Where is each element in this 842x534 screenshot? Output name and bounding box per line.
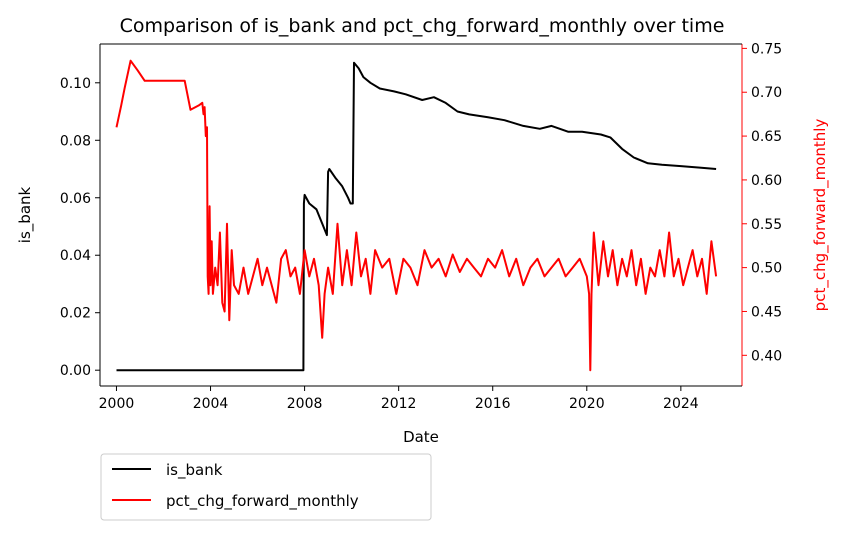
y-axis-right-label: pct_chg_forward_monthly xyxy=(811,119,830,312)
x-axis-label: Date xyxy=(403,428,439,446)
y-right-tick-label: 0.45 xyxy=(751,304,782,320)
y-axis-left: 0.00 0.02 0.04 0.06 0.08 0.10 xyxy=(60,76,100,379)
legend-label-pct-chg: pct_chg_forward_monthly xyxy=(166,492,359,511)
series-layer xyxy=(115,59,718,372)
x-tick-label: 2016 xyxy=(475,396,511,412)
x-tick-label: 2000 xyxy=(99,396,135,412)
legend-label-is-bank: is_bank xyxy=(166,461,223,480)
plot-area xyxy=(99,43,743,387)
x-tick-label: 2020 xyxy=(569,396,605,412)
y-left-tick-label: 0.00 xyxy=(60,363,91,379)
y-left-tick-label: 0.02 xyxy=(60,306,91,322)
series-line-is-bank xyxy=(116,61,717,372)
y-right-tick-label: 0.60 xyxy=(751,173,782,189)
x-tick-label: 2008 xyxy=(287,396,323,412)
y-left-tick-label: 0.10 xyxy=(60,76,91,92)
x-tick-label: 2012 xyxy=(381,396,417,412)
y-left-tick-label: 0.04 xyxy=(60,248,91,264)
y-right-tick-label: 0.40 xyxy=(751,348,782,364)
y-right-tick-label: 0.50 xyxy=(751,261,782,277)
series-line-pct-chg-forward-monthly xyxy=(115,59,718,372)
legend: is_bank pct_chg_forward_monthly xyxy=(100,453,432,521)
chart-title: Comparison of is_bank and pct_chg_forwar… xyxy=(120,15,725,37)
y-left-tick-label: 0.06 xyxy=(60,191,91,207)
y-right-tick-label: 0.70 xyxy=(751,85,782,101)
y-left-tick-label: 0.08 xyxy=(60,133,91,149)
y-axis-right: 0.40 0.45 0.50 0.55 0.60 0.65 0.70 0.75 xyxy=(742,41,782,364)
x-axis: 2000 2004 2008 2012 2016 2020 2024 xyxy=(99,386,699,412)
y-right-tick-label: 0.75 xyxy=(751,41,782,57)
y-right-tick-label: 0.65 xyxy=(751,129,782,145)
y-axis-left-label: is_bank xyxy=(16,186,35,243)
x-tick-label: 2024 xyxy=(663,396,699,412)
x-tick-label: 2004 xyxy=(193,396,229,412)
legend-box xyxy=(100,453,432,521)
y-right-tick-label: 0.55 xyxy=(751,217,782,233)
